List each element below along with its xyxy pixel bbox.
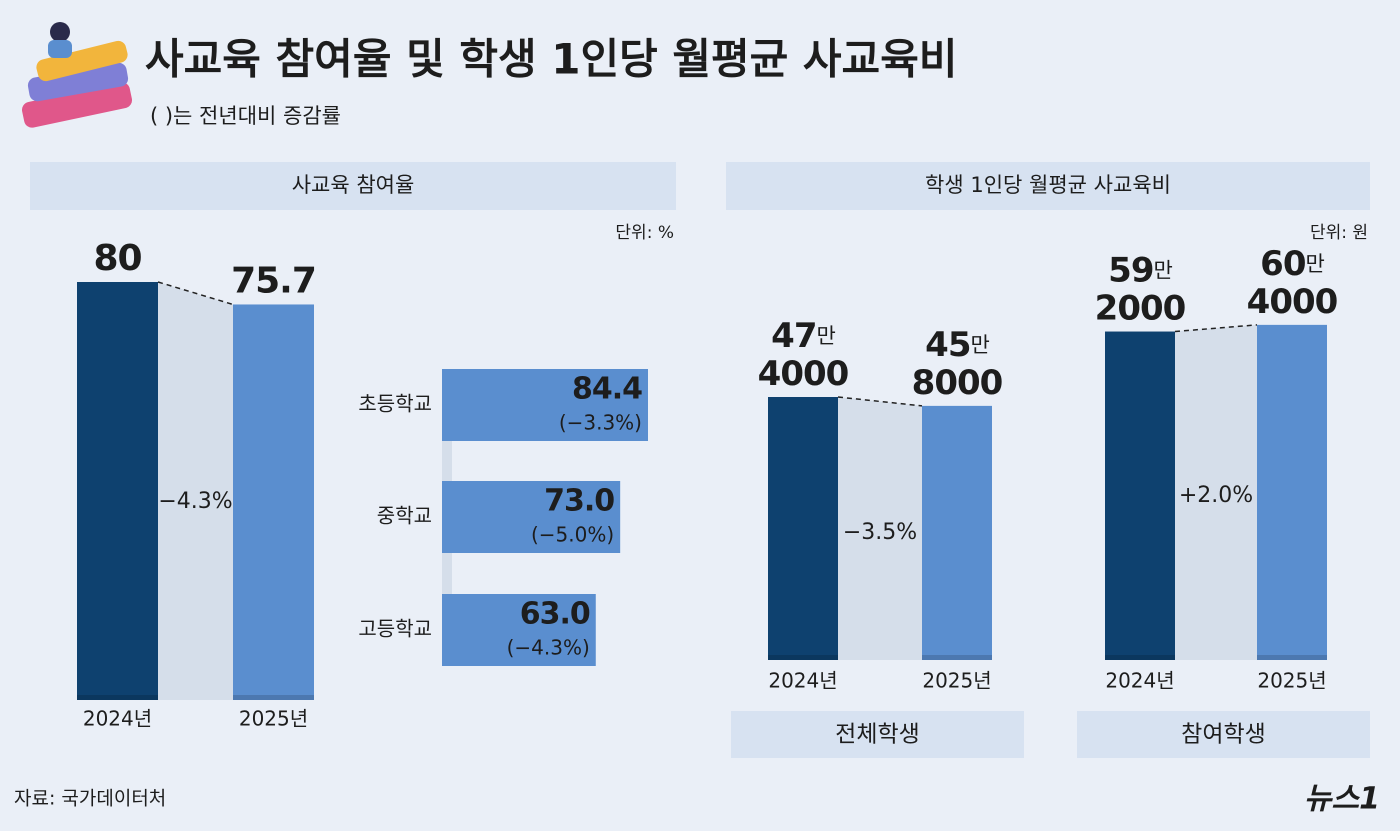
value-label: 75.7 xyxy=(231,260,316,301)
bar xyxy=(1105,331,1175,660)
value-label: 80 xyxy=(93,238,141,279)
bar-shadow xyxy=(1257,655,1327,660)
change-band xyxy=(1175,324,1257,660)
bar-shadow xyxy=(1105,655,1175,660)
change-label: (−4.3%) xyxy=(507,636,590,660)
bar xyxy=(77,282,158,700)
bar-shadow xyxy=(922,655,992,660)
value-label: 45만 8000 xyxy=(912,324,1003,402)
group-label: 참여학생 xyxy=(1181,722,1266,748)
change-label: −3.5% xyxy=(843,520,917,545)
bar-shadow xyxy=(768,655,838,660)
title: 사교육 참여율 및 학생 1인당 월평균 사교육비 xyxy=(145,35,957,84)
value-label: 47만 4000 xyxy=(758,316,849,394)
change-label: (−5.0%) xyxy=(531,523,614,547)
group-box xyxy=(1077,711,1370,758)
x-tick-label: 2025년 xyxy=(1257,669,1326,693)
bar xyxy=(442,481,621,553)
group-box xyxy=(731,711,1024,758)
unit-label: 단위: % xyxy=(615,223,674,243)
change-band xyxy=(158,282,233,700)
bar xyxy=(442,369,648,441)
panel-header xyxy=(726,162,1370,210)
group-label: 전체학생 xyxy=(835,722,920,748)
y-tick-label: 고등학교 xyxy=(358,617,432,641)
x-tick-label: 2025년 xyxy=(922,669,991,693)
x-tick-label: 2025년 xyxy=(239,707,308,731)
change-label: (−3.3%) xyxy=(559,411,642,435)
change-line xyxy=(1174,324,1258,333)
logo: 뉴스1 xyxy=(1304,782,1380,817)
unit-label: 단위: 원 xyxy=(1310,223,1368,243)
panel-header xyxy=(30,162,676,210)
value-label: 84.4 xyxy=(572,372,642,407)
value-label: 73.0 xyxy=(544,484,614,519)
bar-shadow xyxy=(233,695,314,700)
bar xyxy=(922,405,992,660)
x-tick-label: 2024년 xyxy=(83,707,152,731)
bar xyxy=(768,397,838,660)
panel-title: 사교육 참여율 xyxy=(292,173,415,197)
bar xyxy=(442,594,596,666)
books-icon xyxy=(21,22,133,128)
value-label: 60만 4000 xyxy=(1247,243,1338,321)
x-tick-label: 2024년 xyxy=(1105,669,1174,693)
value-label: 63.0 xyxy=(520,597,590,632)
bar xyxy=(1257,324,1327,660)
change-band xyxy=(838,397,922,660)
change-line xyxy=(157,281,234,306)
panel-title: 학생 1인당 월평균 사교육비 xyxy=(925,173,1171,197)
x-tick-label: 2024년 xyxy=(768,669,837,693)
y-tick-label: 중학교 xyxy=(377,504,432,528)
bar-shadow xyxy=(77,695,158,700)
source: 자료: 국가데이터처 xyxy=(14,788,166,810)
value-label: 59만 2000 xyxy=(1095,250,1186,328)
change-label: +2.0% xyxy=(1179,483,1253,508)
change-label: −4.3% xyxy=(158,489,232,514)
y-tick-label: 초등학교 xyxy=(358,392,432,416)
bar xyxy=(233,304,314,700)
subtitle: ( )는 전년대비 증감률 xyxy=(150,104,341,128)
